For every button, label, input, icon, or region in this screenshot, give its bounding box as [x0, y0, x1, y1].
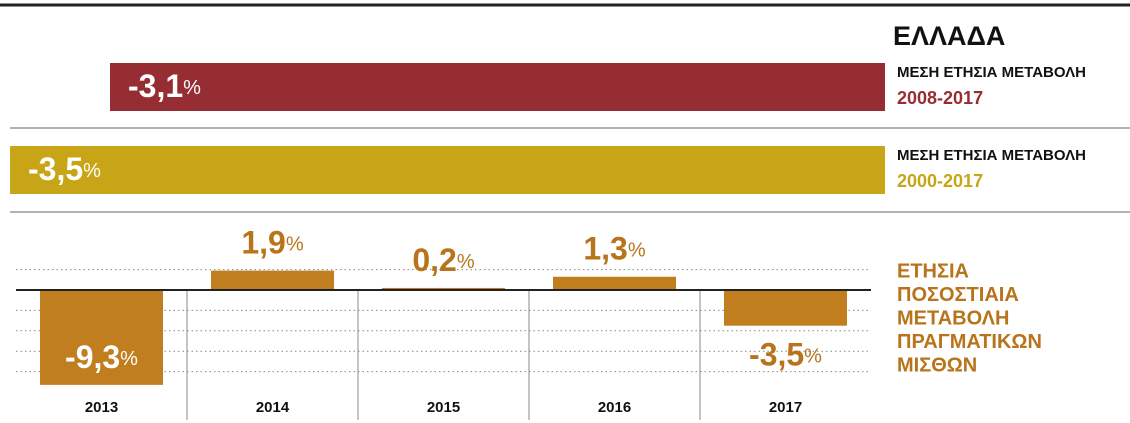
- chart-title-line: ΠΟΣΟΣΤΙΑΙΑ: [897, 284, 1019, 306]
- bar: [211, 270, 334, 290]
- value-number: -9,3: [65, 339, 120, 375]
- summary-bar: [10, 146, 885, 194]
- x-tick-label: 2014: [256, 399, 290, 416]
- chart-title-line: ΜΙΣΘΩΝ: [897, 354, 977, 376]
- value-label: -3,5%: [28, 151, 101, 187]
- value-number: 1,3: [583, 231, 627, 267]
- bar: [553, 276, 676, 290]
- value-number: -3,1: [128, 68, 183, 104]
- bar: [724, 290, 847, 326]
- value-label: 1,3%: [583, 231, 645, 267]
- value-number: -3,5: [749, 337, 804, 373]
- value-number: 1,9: [241, 225, 285, 261]
- x-tick-label: 2017: [769, 399, 802, 416]
- value-label: -9,3%: [65, 339, 138, 375]
- value-number: -3,5: [28, 151, 83, 187]
- x-tick-label: 2016: [598, 399, 631, 416]
- bar: [382, 287, 505, 290]
- value-label: 1,9%: [241, 225, 303, 261]
- chart-title-line: ΜΕΤΑΒΟΛΗ: [897, 307, 1009, 329]
- value-unit: %: [83, 160, 101, 182]
- chart-title-line: ΕΤΗΣΙΑ: [897, 260, 969, 282]
- value-unit: %: [120, 348, 138, 370]
- value-number: 0,2: [412, 242, 456, 278]
- series-period: 2000-2017: [897, 171, 983, 191]
- value-unit: %: [804, 346, 822, 368]
- series-name: ΜΕΣΗ ΕΤΗΣΙΑ ΜΕΤΑΒΟΛΗ: [897, 147, 1086, 164]
- series-name: ΜΕΣΗ ΕΤΗΣΙΑ ΜΕΤΑΒΟΛΗ: [897, 64, 1086, 81]
- value-unit: %: [183, 77, 201, 99]
- summary-bar: [110, 63, 885, 111]
- value-label: -3,1%: [128, 68, 201, 104]
- series-period: 2008-2017: [897, 88, 983, 108]
- x-tick-label: 2013: [85, 399, 118, 416]
- value-unit: %: [628, 240, 646, 262]
- bar: [40, 290, 163, 385]
- value-unit: %: [286, 234, 304, 256]
- chart-title: ΕΛΛΑΔΑ: [893, 21, 1005, 51]
- chart-title-line: ΠΡΑΓΜΑΤΙΚΩΝ: [897, 331, 1042, 353]
- value-label: -3,5%: [749, 337, 822, 373]
- value-unit: %: [457, 251, 475, 273]
- x-tick-label: 2015: [427, 399, 460, 416]
- value-label: 0,2%: [412, 242, 474, 278]
